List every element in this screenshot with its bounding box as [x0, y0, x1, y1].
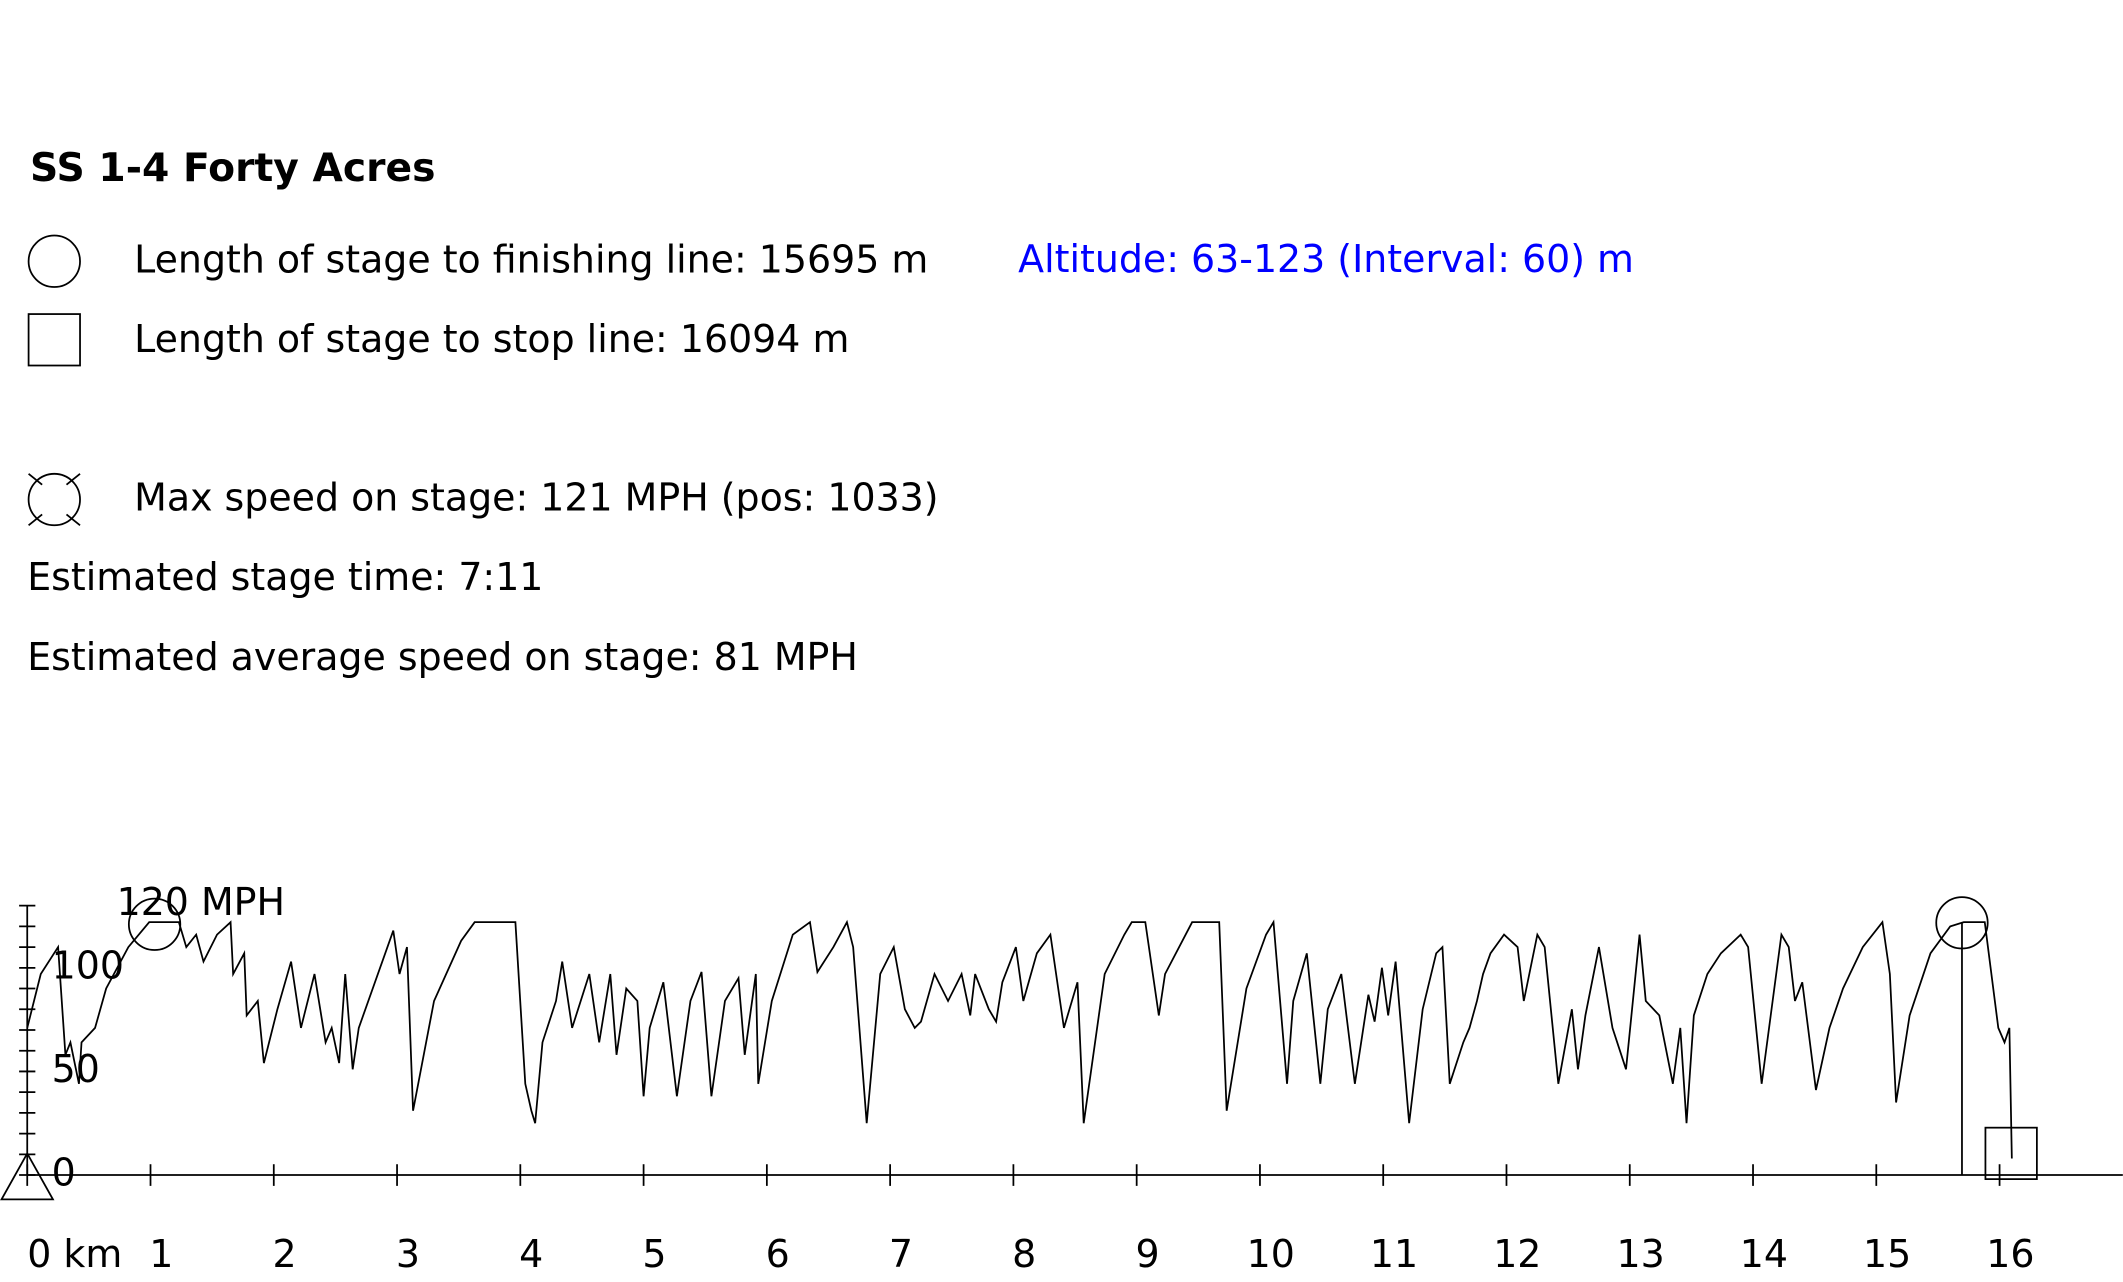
unit: m — [891, 237, 928, 281]
speed-line — [26, 919, 2013, 1159]
x-tick-label: 9 — [1135, 1232, 1159, 1276]
x-tick-label: 6 — [766, 1232, 790, 1276]
x-tick-label: 8 — [1012, 1232, 1036, 1276]
x-tick-label: 13 — [1616, 1232, 1664, 1276]
x-tick-label: 11 — [1370, 1232, 1418, 1276]
max-speed-icon — [27, 472, 81, 527]
pos-prefix: (pos: — [721, 475, 816, 519]
x-tick-label: 7 — [889, 1232, 913, 1276]
stop-marker — [1984, 1126, 2038, 1180]
stop-length: Length of stage to stop line: 16094 m — [134, 317, 849, 361]
x-tick-label: 10 — [1247, 1232, 1295, 1276]
value: 15695 — [759, 237, 880, 281]
max-speed-marker — [127, 897, 182, 951]
value: 121 — [540, 475, 612, 519]
x-tick-label: 1 — [149, 1232, 173, 1276]
max-speed: Max speed on stage: 121 MPH (pos: 1033) — [134, 475, 938, 519]
unit: m — [812, 317, 849, 361]
finish-marker — [1935, 896, 1989, 950]
value: 16094 — [680, 317, 801, 361]
x-tick-label: 2 — [273, 1232, 297, 1276]
y-tick-label: 100 — [52, 943, 124, 987]
start-icon — [0, 1151, 55, 1201]
x-tick-label: 5 — [642, 1232, 666, 1276]
pos: 1033 — [827, 475, 923, 519]
label: Length of stage to finishing line: — [134, 237, 747, 281]
label: Length of stage to stop line: — [134, 317, 668, 361]
x-tick-label: 12 — [1493, 1232, 1541, 1276]
pos-suffix: ) — [924, 475, 939, 519]
y-tick-label: 120 MPH — [117, 880, 285, 924]
x-tick-label: 15 — [1863, 1232, 1911, 1276]
x-tick-label: 16 — [1986, 1232, 2034, 1276]
x-tick-label: 3 — [396, 1232, 420, 1276]
x-tick-label: 4 — [519, 1232, 543, 1276]
y-tick-label: 0 — [52, 1151, 76, 1195]
unit: MPH — [625, 475, 709, 519]
x-tick-label: 0 km — [27, 1232, 122, 1276]
stop-icon — [27, 313, 81, 367]
x-tick-label: 14 — [1740, 1232, 1788, 1276]
avg-speed: Estimated average speed on stage: 81 MPH — [27, 635, 858, 679]
label: Max speed on stage: — [134, 475, 528, 519]
stage-time: Estimated stage time: 7:11 — [27, 555, 543, 599]
altitude: Altitude: 63-123 (Interval: 60) m — [1018, 237, 1634, 281]
finish-icon — [27, 234, 81, 288]
finish-length: Length of stage to finishing line: 15695… — [134, 237, 928, 281]
stage-title: SS 1-4 Forty Acres — [30, 146, 436, 191]
